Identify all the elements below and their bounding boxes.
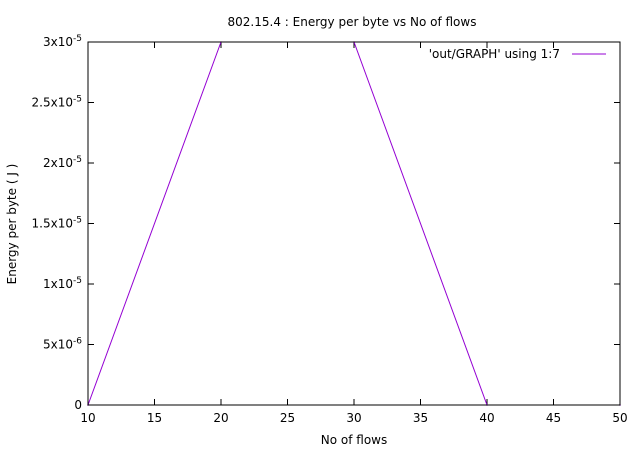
x-axis-ticks: 10 15 20 25 30 35 40 45 50 [80, 42, 628, 425]
y-tick-label: 3x10-5 [43, 34, 82, 49]
legend-label: 'out/GRAPH' using 1:7 [429, 47, 560, 61]
y-axis-label: Energy per byte ( J ) [5, 164, 19, 285]
y-tick-label: 2.5x10-5 [32, 95, 82, 110]
chart-title: 802.15.4 : Energy per byte vs No of flow… [228, 15, 477, 29]
x-tick-label: 20 [213, 411, 228, 425]
x-tick-label: 40 [479, 411, 494, 425]
series-layer [87, 41, 621, 406]
x-tick-label: 30 [346, 411, 361, 425]
x-axis-label: No of flows [321, 433, 387, 447]
plot-frame [87, 41, 621, 406]
y-axis-ticks: 0 5x10-6 1x10-5 1.5x10-5 2x10-5 2.5x10-5 3x10-… [32, 34, 620, 412]
x-tick-label: 45 [546, 411, 561, 425]
x-tick-label: 15 [147, 411, 162, 425]
y-tick-label: 2x10-5 [43, 155, 82, 170]
x-tick-label: 25 [280, 411, 295, 425]
x-tick-label: 50 [612, 411, 627, 425]
y-tick-label: 1.5x10-5 [32, 216, 82, 231]
x-tick-label: 35 [413, 411, 428, 425]
series-line [87, 41, 620, 406]
y-tick-label: 0 [74, 398, 82, 412]
y-tick-label: 5x10-6 [43, 337, 82, 352]
y-tick-label: 1x10-5 [43, 276, 82, 291]
legend: 'out/GRAPH' using 1:7 [429, 47, 606, 61]
x-tick-label: 10 [80, 411, 95, 425]
